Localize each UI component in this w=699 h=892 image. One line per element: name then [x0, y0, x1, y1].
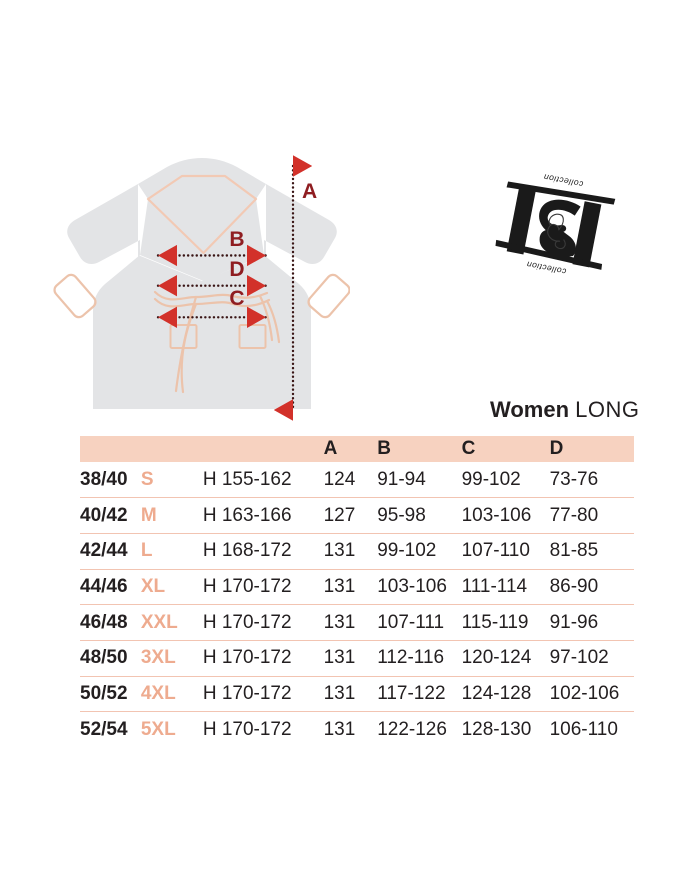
svg-text:collection: collection — [525, 259, 567, 277]
svg-text:collection: collection — [542, 172, 584, 190]
